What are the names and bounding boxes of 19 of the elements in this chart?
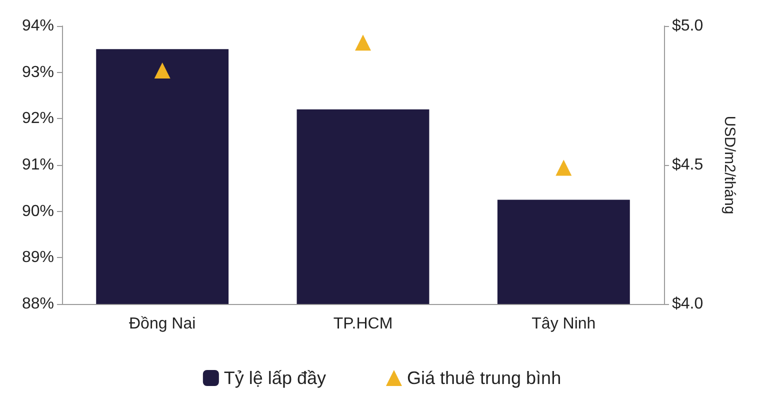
y-tick-label: 91% <box>22 156 54 174</box>
y-tick-label: 93% <box>22 64 54 81</box>
y2-axis-title: USD/m2/tháng <box>721 116 738 214</box>
legend-label: Tỷ lệ lấp đầy <box>224 368 326 388</box>
legend-label: Giá thuê trung bình <box>406 368 562 388</box>
y-tick-label: 88% <box>22 296 54 312</box>
point <box>355 34 371 51</box>
y2-tick-label: $5.0 <box>672 18 704 34</box>
point <box>154 62 170 78</box>
y2-tick-label: $4.0 <box>672 296 704 312</box>
x-tick-label: TP.HCM <box>333 316 393 332</box>
y-tick-label: 89% <box>22 249 54 266</box>
point <box>556 160 572 176</box>
x-tick-label: Tây Ninh <box>532 316 596 332</box>
y-tick-label: 94% <box>22 18 54 34</box>
x-tick-label: Đồng Nai <box>128 316 196 332</box>
y-tick-label: 90% <box>22 202 54 220</box>
y2-tick-label: $4.5 <box>672 156 704 174</box>
y-tick-label: 92% <box>22 110 54 128</box>
